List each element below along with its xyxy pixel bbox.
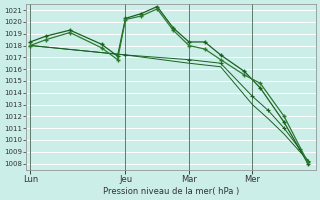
X-axis label: Pression niveau de la mer( hPa ): Pression niveau de la mer( hPa ) [103,187,239,196]
